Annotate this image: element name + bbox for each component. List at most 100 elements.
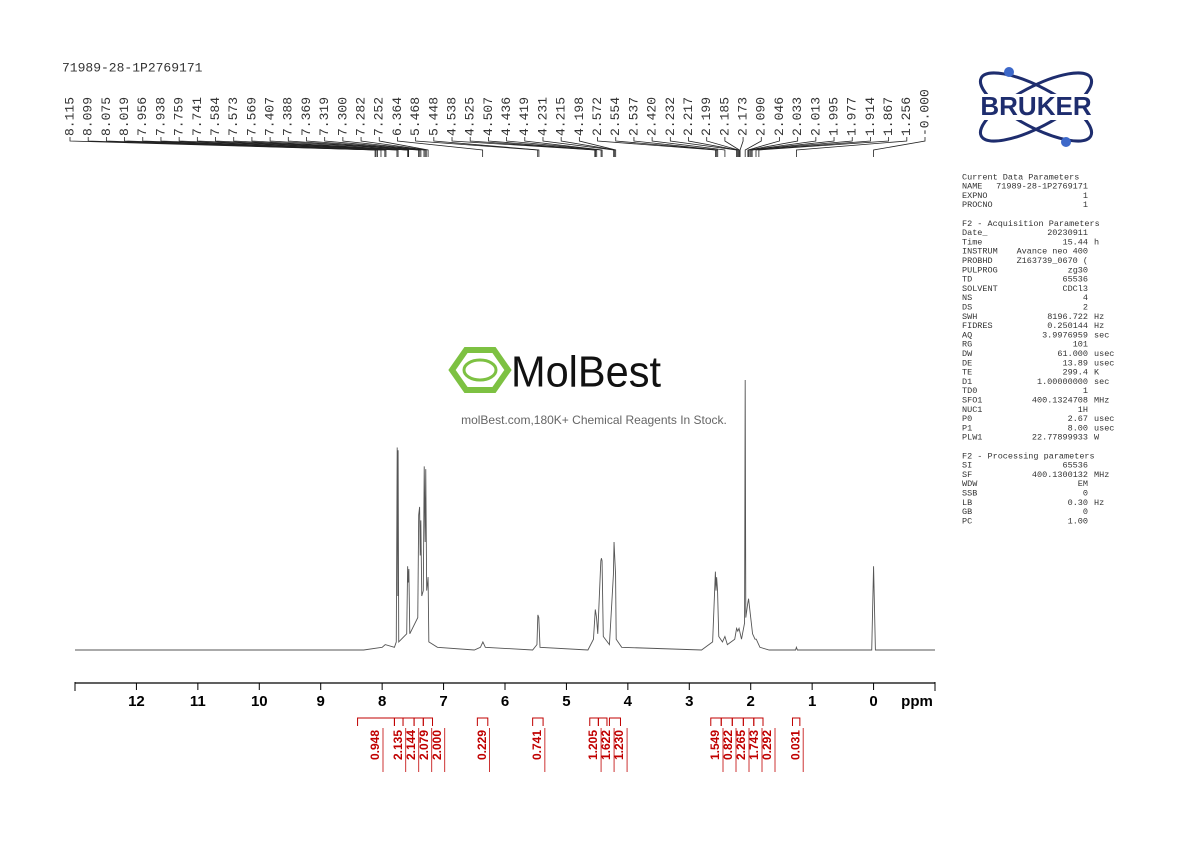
param-value: 1H (1078, 405, 1088, 415)
param-name: Date_ (962, 228, 988, 238)
logo-dot (1061, 137, 1071, 147)
peak-label: 4.525 (463, 97, 478, 136)
param-name: PULPROG (962, 265, 998, 275)
peak-label: 2.013 (808, 97, 823, 136)
param-unit: W (1094, 433, 1100, 443)
param-name: D1 (962, 377, 972, 387)
peak-connector (706, 137, 739, 157)
param-value: Avance neo 400 (1017, 247, 1088, 257)
param-section-title: F2 - Acquisition Parameters (962, 219, 1100, 229)
integral-label: 1.549 (708, 730, 722, 760)
peak-label: 7.956 (135, 97, 150, 136)
integral-bracket (791, 717, 801, 726)
peak-connector (397, 137, 484, 157)
param-unit: usec (1094, 358, 1114, 368)
param-name: PROBHD (962, 256, 993, 266)
peak-connector (651, 137, 726, 157)
x-tick-label: 0 (869, 693, 877, 710)
peak-connector (360, 137, 427, 157)
peak-connector (306, 137, 422, 157)
peak-connector (324, 137, 425, 157)
param-value: 65536 (1062, 275, 1088, 285)
param-unit: MHz (1094, 395, 1109, 405)
integral-label: 2.144 (404, 730, 418, 760)
x-tick-label: 10 (251, 693, 268, 710)
integral-label: 0.031 (788, 730, 802, 760)
peak-connector (378, 137, 429, 157)
logo-dot (1004, 67, 1014, 77)
peak-label: 1.914 (863, 97, 878, 136)
peak-label: 2.537 (626, 97, 641, 136)
peak-label: 1.867 (881, 97, 896, 136)
peak-label: 7.407 (263, 97, 278, 136)
peak-label: 2.090 (754, 97, 769, 136)
peak-label: 7.569 (244, 97, 259, 136)
x-axis-label: ppm (901, 693, 933, 710)
param-value: 1 (1083, 386, 1088, 396)
param-value: 0 (1083, 507, 1088, 517)
integral-bracket (597, 717, 608, 726)
spectrum-line (75, 379, 935, 651)
peak-label: 4.507 (481, 97, 496, 136)
integral-label: 1.622 (599, 730, 613, 760)
param-unit: usec (1094, 349, 1114, 359)
x-tick-label: 12 (128, 693, 145, 710)
peak-connector (750, 137, 835, 157)
peak-connector (488, 137, 598, 157)
param-name: GB (962, 507, 972, 517)
peak-label: 2.173 (736, 97, 751, 136)
peak-label: 2.217 (681, 97, 696, 136)
param-value: 400.1324708 (1032, 395, 1088, 405)
watermark-tagline: molBest.com,180K+ Chemical Reagents In S… (461, 413, 727, 427)
logo-backdrop (958, 94, 1114, 120)
peak-label: 2.420 (645, 97, 660, 136)
peak-label: 4.436 (499, 97, 514, 136)
param-name: DS (962, 302, 972, 312)
param-name: SSB (962, 488, 977, 498)
param-name: SWH (962, 312, 977, 322)
param-name: INSTRUM (962, 247, 998, 257)
peak-connector (597, 137, 716, 157)
param-name: DE (962, 358, 972, 368)
integral-label: 0.292 (760, 730, 774, 760)
param-name: NAME (962, 182, 982, 192)
peak-label: 5.468 (408, 97, 423, 136)
integral-label: 2.000 (430, 730, 444, 760)
peak-connector (755, 137, 871, 157)
param-value: EM (1078, 479, 1088, 489)
param-value: 8.00 (1068, 423, 1088, 433)
peak-label: 2.033 (790, 97, 805, 136)
param-name: SFO1 (962, 395, 982, 405)
peak-connector (633, 137, 719, 157)
param-name: P0 (962, 414, 972, 424)
peak-label: 8.099 (81, 97, 96, 136)
peak-connector (287, 137, 421, 157)
integral-label: 2.079 (417, 730, 431, 760)
peak-label: 2.046 (772, 97, 787, 136)
integral-label: 1.230 (612, 730, 626, 760)
param-value: zg30 (1068, 265, 1088, 275)
param-name: LB (962, 498, 972, 508)
peak-label: 4.231 (535, 97, 550, 136)
param-value: 2 (1083, 302, 1088, 312)
peak-label: -0.000 (917, 89, 932, 136)
param-value: 0.30 (1068, 498, 1088, 508)
param-value: 71989-28-1P2769171 (996, 182, 1088, 192)
param-unit: Hz (1094, 312, 1104, 322)
param-value: 8196.722 (1047, 312, 1088, 322)
peak-connector (178, 137, 398, 157)
peak-connector (506, 137, 602, 157)
peak-connector (615, 137, 718, 157)
peak-connector (578, 137, 617, 157)
param-unit: h (1094, 237, 1099, 247)
integral-bracket (532, 717, 544, 726)
param-name: DW (962, 349, 973, 359)
param-unit: Hz (1094, 321, 1104, 331)
x-tick-label: 9 (317, 693, 325, 710)
peak-label: 7.938 (153, 97, 168, 136)
param-value: 0.250144 (1047, 321, 1088, 331)
param-name: RG (962, 340, 972, 350)
peak-label: 7.300 (335, 97, 350, 136)
peak-connector (215, 137, 409, 157)
